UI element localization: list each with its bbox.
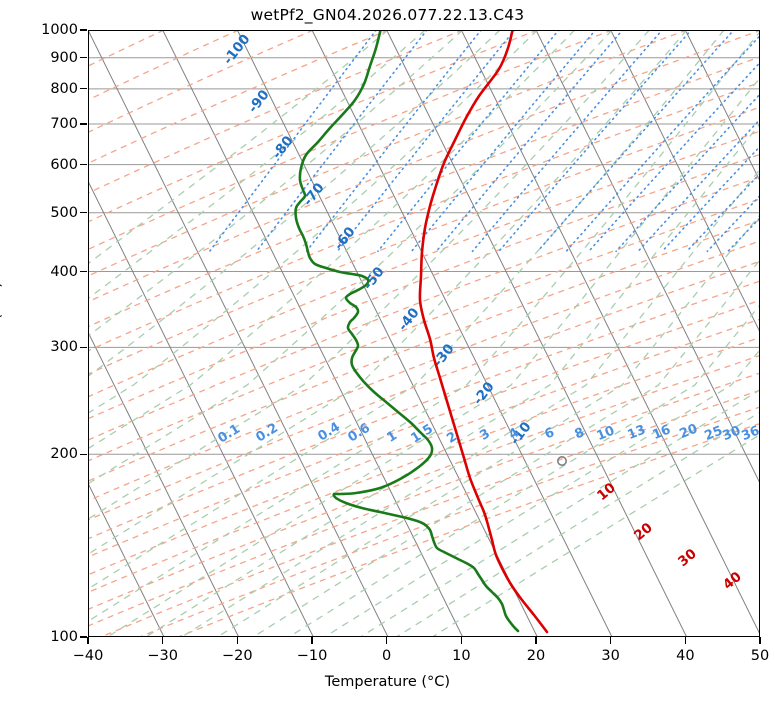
mixing-ratio-label: 25 — [702, 423, 724, 444]
x-tick — [759, 637, 761, 644]
mixing-ratio-label: 10 — [594, 423, 616, 444]
x-tick-label: −10 — [296, 648, 328, 664]
y-tick — [80, 123, 87, 125]
mixing-ratio-label: 0.6 — [345, 421, 372, 446]
x-tick — [311, 637, 313, 644]
y-tick — [80, 57, 87, 59]
background-lines — [88, 30, 760, 637]
x-tick — [87, 637, 89, 644]
chart-title: wetPf2_GN04.2026.077.22.13.C43 — [250, 6, 525, 24]
x-tick-label: 10 — [452, 648, 471, 664]
mixing-ratio-label: 6 — [543, 425, 557, 442]
dry-adiabat-label: 20 — [631, 520, 656, 544]
x-tick — [460, 637, 462, 644]
isotherm-label: -40 — [395, 305, 423, 334]
isotherm-label: -50 — [360, 264, 388, 293]
x-axis-label: Temperature (°C) — [324, 674, 451, 690]
y-tick-label: 100 — [50, 629, 78, 645]
y-tick — [80, 346, 87, 349]
x-tick-label: 30 — [601, 648, 620, 664]
x-tick-label: 50 — [750, 648, 770, 664]
y-tick — [80, 212, 87, 214]
mixing-ratio-label: 36 — [739, 423, 761, 444]
mixing-ratio-label: 0.4 — [315, 420, 342, 445]
isotherm-label: -60 — [331, 224, 359, 253]
y-tick — [80, 164, 87, 166]
x-tick — [162, 637, 164, 644]
dry-adiabat-label: 10 — [594, 480, 619, 504]
y-tick-label: 500 — [50, 204, 78, 221]
isotherm-label: -80 — [269, 133, 297, 162]
y-tick — [80, 636, 87, 638]
y-tick — [80, 453, 87, 455]
x-tick — [386, 637, 388, 644]
x-tick-label: −20 — [222, 648, 253, 664]
plot-area: -100 -90 -80 -70 -60 -50 -40 -30 -20 -10 0.1 0.2 0.4… — [88, 30, 762, 637]
y-tick-label: 700 — [50, 116, 78, 133]
x-tick — [610, 637, 612, 644]
mixing-ratio-label: 0.1 — [215, 422, 242, 447]
mixing-ratio-label: 1 — [384, 428, 400, 446]
x-tick-label: 0 — [382, 648, 392, 664]
x-tick — [236, 637, 238, 644]
y-tick-label: 600 — [50, 156, 78, 173]
y-tick-label: 200 — [50, 446, 78, 463]
mixing-ratio-label: 8 — [573, 425, 587, 442]
y-tick-label: 900 — [50, 49, 78, 66]
y-tick — [80, 88, 87, 90]
y-tick-label: 300 — [50, 339, 78, 356]
x-tick-label: 20 — [526, 648, 546, 664]
mixing-ratio-label: 0.2 — [253, 421, 280, 446]
isotherm-label: -90 — [245, 87, 273, 116]
dewpoint-curve — [294, 30, 520, 633]
isotherm-label: -100 — [220, 31, 253, 67]
mixing-ratio-label: 3 — [477, 426, 493, 444]
dry-adiabat-label: 30 — [675, 546, 700, 570]
y-tick — [80, 29, 87, 31]
x-tick-label: −30 — [147, 648, 178, 664]
y-tick-label: 400 — [50, 263, 78, 280]
sounding-curves: -100-90-80-70-60-50-40-30-20-100.1 0.2 0.4… — [215, 30, 762, 634]
level-marker — [556, 455, 567, 466]
x-tick-label: 40 — [676, 648, 695, 664]
y-axis: Pressure (hPa) 100 200 300 400 500 600 700 800 9… — [0, 0, 78, 708]
dry-adiabat-label: 40 — [720, 569, 745, 593]
y-axis-label: Pressure (hPa) — [0, 282, 4, 387]
mixing-ratio-label: 13 — [625, 422, 647, 443]
mixing-ratio-label: 20 — [677, 421, 699, 442]
y-tick-label: 800 — [50, 80, 78, 97]
x-tick-label: −40 — [72, 648, 104, 664]
x-tick — [684, 637, 686, 644]
mixing-ratio-label: 30 — [720, 423, 742, 444]
temperature-curve — [418, 30, 549, 634]
mixing-ratio-label: 16 — [650, 422, 672, 443]
isotherm-label: -20 — [470, 379, 498, 408]
y-tick — [80, 270, 87, 273]
x-tick — [535, 637, 537, 644]
y-tick-label: 1000 — [41, 22, 78, 38]
